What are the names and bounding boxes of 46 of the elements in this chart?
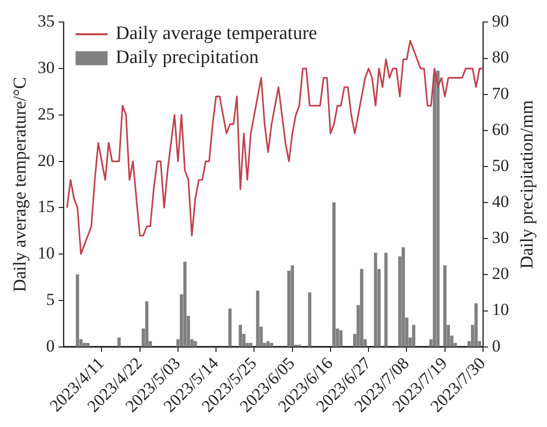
bar (183, 262, 187, 347)
bar (436, 70, 440, 347)
bar (402, 247, 405, 347)
bar (228, 308, 232, 347)
bar (332, 202, 336, 347)
bar (412, 324, 416, 347)
bar (86, 342, 90, 347)
y2-tick-label: 40 (492, 192, 509, 212)
y-tick-label: 15 (38, 197, 55, 216)
y2-tick-label: 80 (492, 48, 509, 67)
y-axis-title: Daily average temperature/°C (10, 76, 30, 292)
bar (443, 265, 447, 347)
y2-tick-label: 10 (492, 300, 509, 320)
y-tick-label: 35 (38, 12, 55, 31)
y-tick-label: 5 (46, 290, 55, 309)
y2-tick-label: 70 (492, 84, 509, 103)
bar (256, 290, 260, 347)
bar (117, 337, 121, 347)
y-tick-label: 25 (38, 104, 55, 124)
bar (360, 268, 364, 347)
bar (266, 341, 270, 347)
bar (308, 292, 312, 347)
y2-axis-title: Daily precipitation/mm (516, 100, 537, 269)
y-tick-label: 10 (38, 244, 55, 263)
legend-label: Daily precipitation (116, 47, 260, 68)
legend-label: Daily average temperature (116, 23, 318, 44)
y2-tick-label: 50 (492, 156, 509, 175)
bar (339, 330, 343, 347)
y2-tick-label: 90 (492, 12, 509, 31)
bar (474, 303, 478, 347)
bar (249, 342, 252, 347)
y2-tick-label: 0 (492, 336, 500, 356)
bar (384, 252, 388, 347)
bar (432, 74, 436, 347)
bar (145, 301, 148, 347)
y2-tick-label: 20 (492, 264, 509, 284)
y2-tick-label: 60 (492, 120, 509, 139)
y-tick-label: 30 (38, 58, 55, 78)
bar (374, 252, 378, 347)
y2-tick-label: 30 (492, 228, 509, 248)
bar (76, 274, 80, 347)
bar (238, 324, 242, 347)
bar (290, 265, 294, 347)
y-tick-label: 20 (38, 150, 55, 170)
y-tick-label: 0 (46, 336, 55, 356)
bar (194, 341, 197, 347)
